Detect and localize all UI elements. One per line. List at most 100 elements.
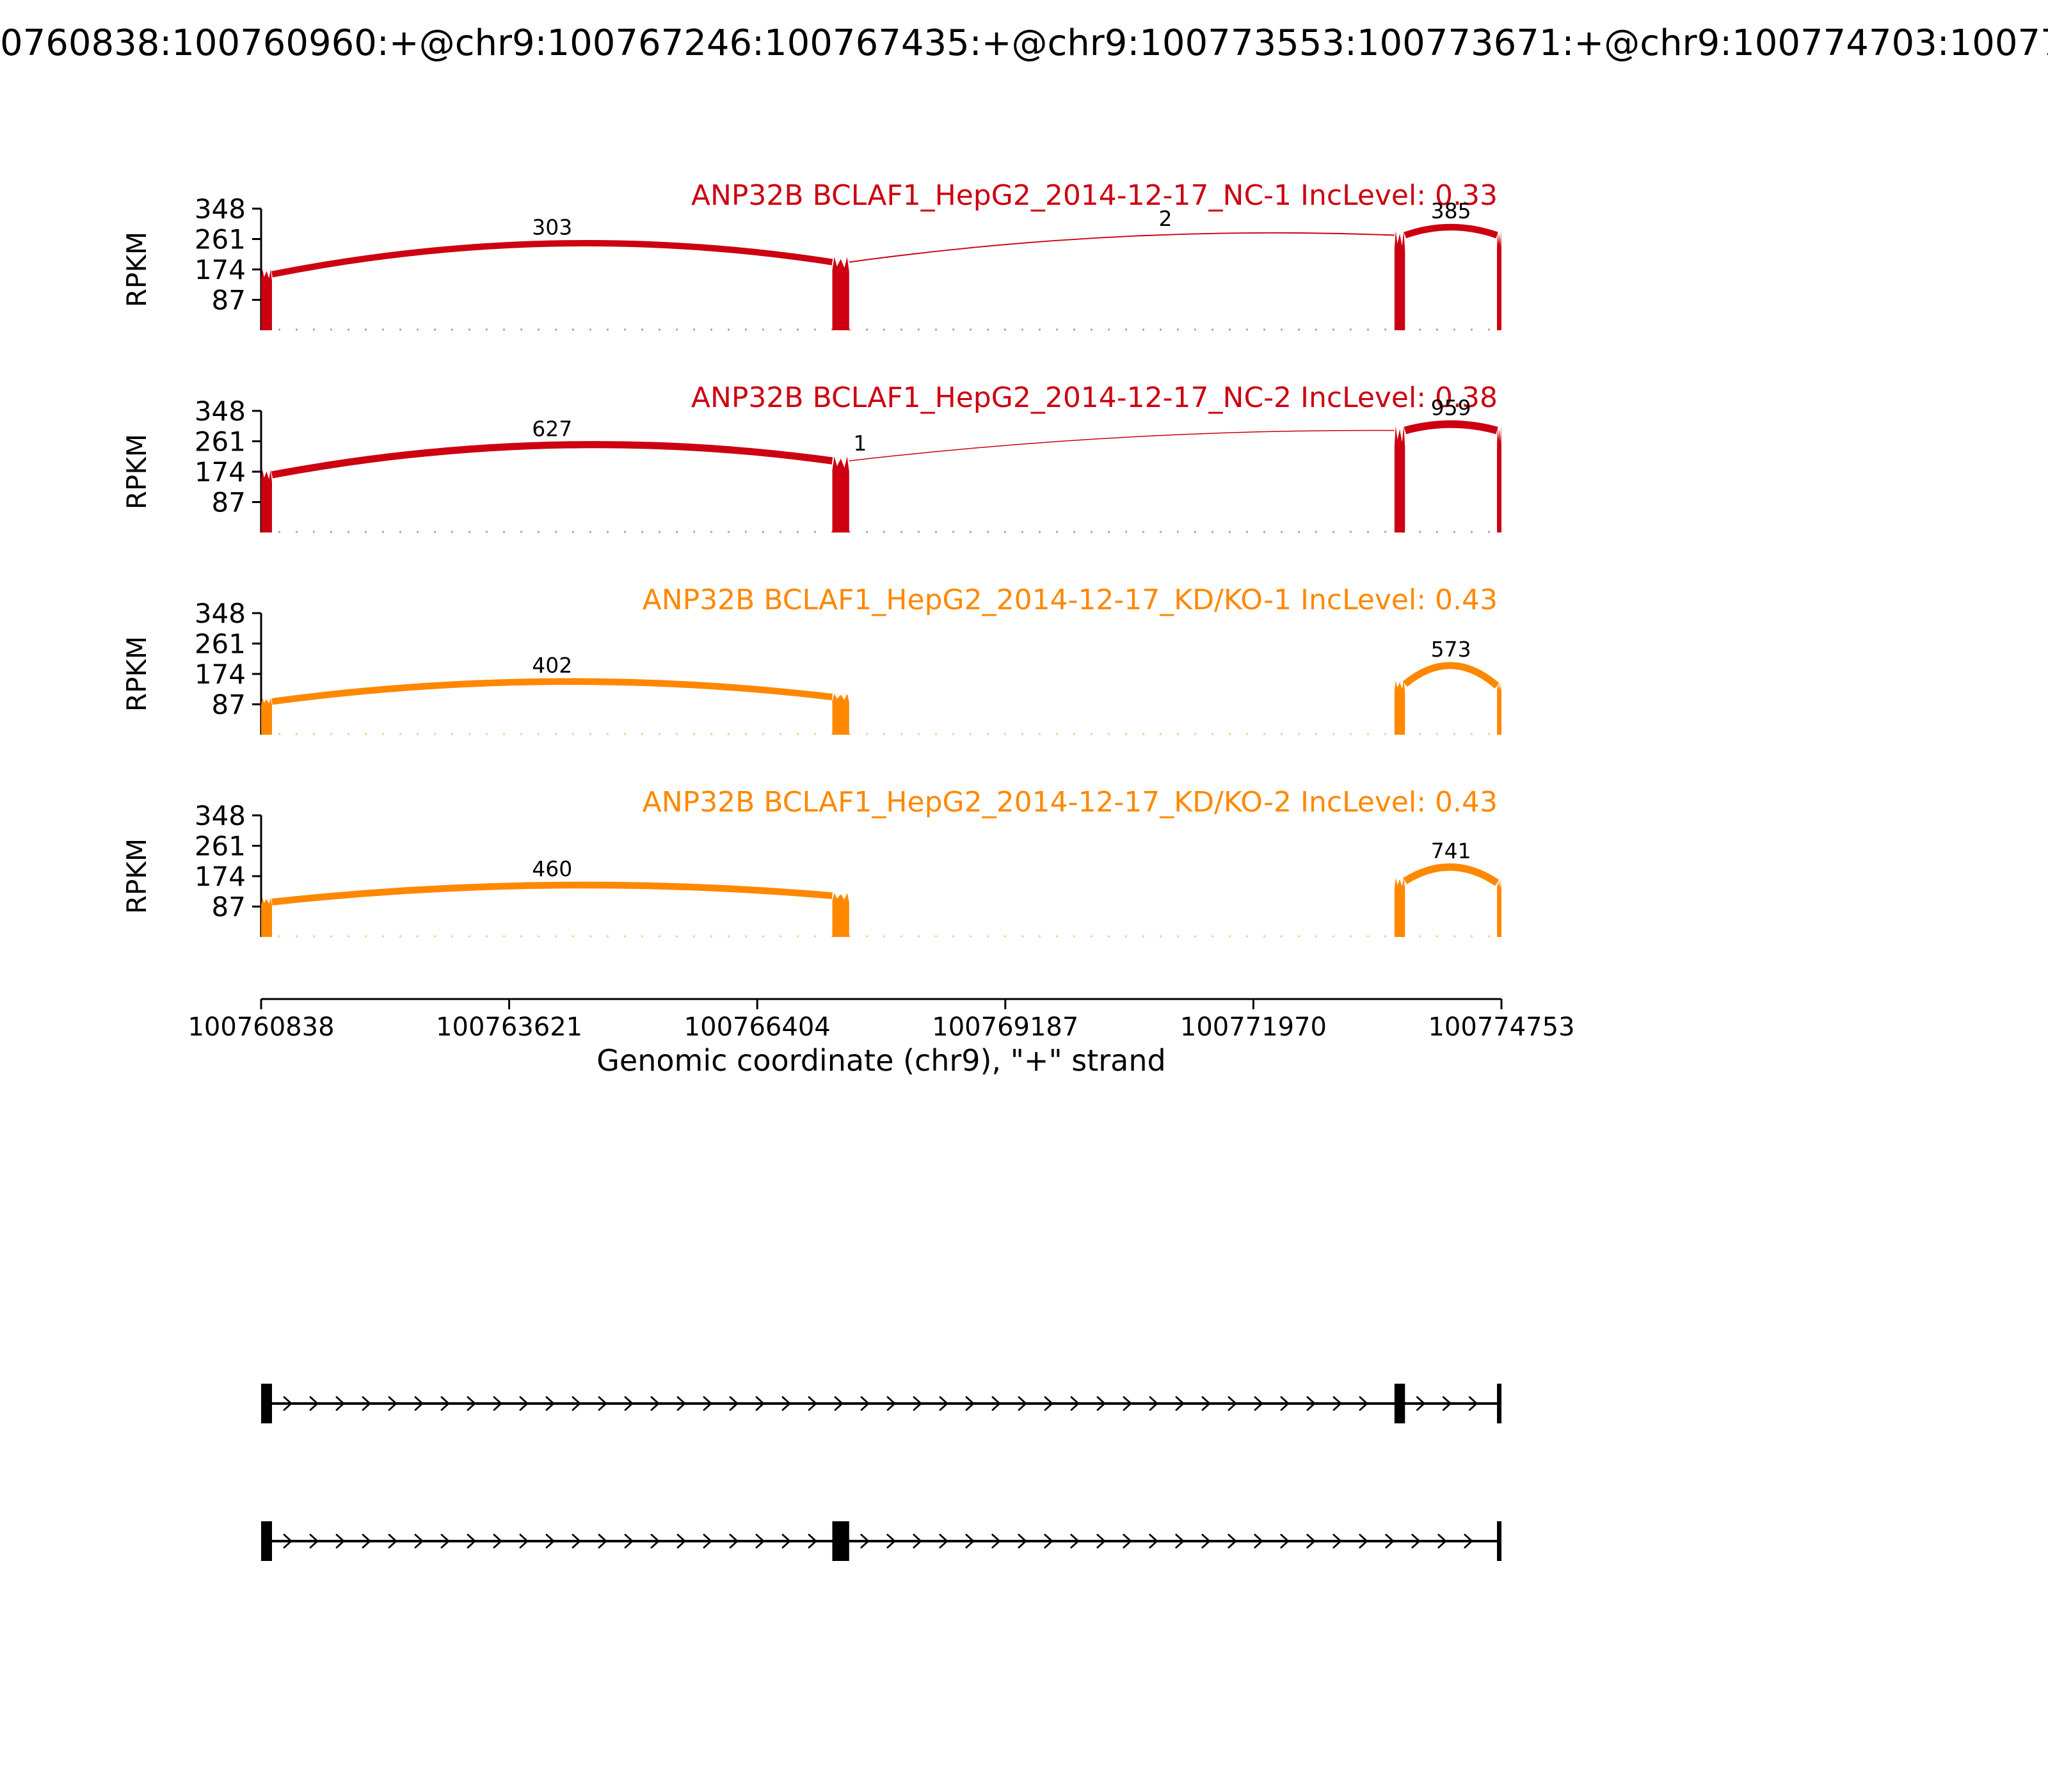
track-title: ANP32B BCLAF1_HepG2_2014-12-17_NC-1 IncL… bbox=[691, 179, 1498, 212]
intron-strand-arrow bbox=[362, 1533, 372, 1549]
y-axis-title: RPKM bbox=[121, 232, 152, 307]
intron-strand-arrow bbox=[1149, 1396, 1159, 1411]
track-title: ANP32B BCLAF1_HepG2_2014-12-17_KD/KO-1 I… bbox=[643, 584, 1498, 616]
coverage-region bbox=[261, 269, 272, 330]
y-tick-label: 174 bbox=[195, 254, 246, 285]
intron-strand-arrow bbox=[624, 1533, 634, 1549]
intron-strand-arrow bbox=[860, 1396, 870, 1411]
intron-strand-arrow bbox=[676, 1533, 687, 1549]
exon-box bbox=[832, 1521, 849, 1561]
coverage-region bbox=[832, 257, 849, 330]
y-tick-label: 87 bbox=[212, 892, 246, 923]
intron-strand-arrow bbox=[1175, 1396, 1185, 1411]
y-tick-label: 174 bbox=[195, 659, 246, 690]
intron-strand-arrow bbox=[493, 1533, 503, 1549]
track-KD/KO-1: ANP32B BCLAF1_HepG2_2014-12-17_KD/KO-1 I… bbox=[121, 584, 1502, 735]
intron-strand-arrow bbox=[886, 1396, 897, 1411]
intron-strand-arrow bbox=[886, 1533, 896, 1549]
intron-strand-arrow bbox=[1385, 1533, 1395, 1549]
track-title: ANP32B BCLAF1_HepG2_2014-12-17_NC-2 IncL… bbox=[691, 381, 1498, 414]
intron-strand-arrow bbox=[781, 1396, 792, 1411]
y-tick-label: 348 bbox=[195, 396, 246, 427]
intron-strand-arrow bbox=[1044, 1533, 1053, 1549]
junction-count-label: 303 bbox=[532, 215, 572, 240]
intron-strand-arrow bbox=[335, 1396, 346, 1411]
track-NC-1: ANP32B BCLAF1_HepG2_2014-12-17_NC-1 IncL… bbox=[121, 179, 1502, 331]
intron-strand-arrow bbox=[1228, 1533, 1237, 1549]
intron-strand-arrow bbox=[991, 1396, 1002, 1411]
isoform-1 bbox=[261, 1384, 1502, 1423]
junction-arc bbox=[849, 429, 1395, 461]
y-tick-label: 348 bbox=[195, 193, 246, 225]
coverage-region bbox=[1497, 426, 1502, 532]
exon-box bbox=[1497, 1384, 1502, 1423]
intron-strand-arrow bbox=[1149, 1533, 1158, 1549]
junction-count-label: 385 bbox=[1431, 198, 1471, 223]
intron-strand-arrow bbox=[703, 1533, 713, 1549]
intron-strand-arrow bbox=[598, 1533, 608, 1549]
x-tick-label: 100763621 bbox=[436, 1012, 582, 1042]
intron-strand-arrow bbox=[1018, 1533, 1027, 1549]
intron-strand-arrow bbox=[1175, 1533, 1185, 1549]
intron-strand-arrow bbox=[388, 1533, 398, 1549]
junction-count-label: 741 bbox=[1431, 838, 1471, 863]
intron-strand-arrow bbox=[965, 1396, 975, 1411]
intron-strand-arrow bbox=[1018, 1396, 1028, 1411]
intron-strand-arrow bbox=[572, 1533, 582, 1549]
intron-strand-arrow bbox=[1096, 1396, 1107, 1411]
intron-strand-arrow bbox=[834, 1396, 844, 1411]
intron-strand-arrow bbox=[913, 1533, 922, 1549]
y-tick-label: 261 bbox=[195, 426, 246, 458]
intron-strand-arrow bbox=[414, 1533, 424, 1549]
coverage-region bbox=[1497, 879, 1502, 937]
intron-strand-arrow bbox=[309, 1533, 319, 1549]
coverage-region bbox=[1394, 680, 1405, 735]
intron-strand-arrow bbox=[808, 1533, 818, 1549]
intron-strand-arrow bbox=[1123, 1533, 1132, 1549]
intron-strand-arrow bbox=[1359, 1396, 1369, 1411]
intron-strand-arrow bbox=[939, 1533, 948, 1549]
intron-strand-arrow bbox=[388, 1396, 398, 1411]
junction-arc bbox=[849, 232, 1395, 263]
intron-strand-arrow bbox=[650, 1533, 660, 1549]
intron-strand-arrow bbox=[913, 1396, 923, 1411]
intron-strand-arrow bbox=[1280, 1533, 1290, 1549]
intron-strand-arrow bbox=[860, 1533, 870, 1549]
intron-strand-arrow bbox=[1123, 1396, 1133, 1411]
intron-strand-arrow bbox=[965, 1533, 975, 1549]
x-axis: 100760838 100763621 100766404 100769187 1007… bbox=[188, 998, 1575, 1078]
intron-strand-arrow bbox=[1468, 1396, 1478, 1411]
intron-strand-arrow bbox=[781, 1533, 792, 1549]
intron-strand-arrow bbox=[519, 1533, 529, 1549]
exon-box bbox=[1394, 1384, 1405, 1423]
intron-strand-arrow bbox=[309, 1396, 319, 1411]
coverage-region bbox=[261, 469, 272, 532]
junction-arc bbox=[271, 240, 833, 278]
y-tick-label: 87 bbox=[212, 487, 246, 518]
intron-strand-arrow bbox=[650, 1396, 660, 1411]
y-axis-title: RPKM bbox=[121, 838, 152, 914]
coverage-region bbox=[1497, 682, 1502, 735]
intron-strand-arrow bbox=[1044, 1396, 1054, 1411]
intron-strand-arrow bbox=[1442, 1396, 1452, 1411]
x-tick-label: 100760838 bbox=[188, 1012, 334, 1042]
intron-strand-arrow bbox=[729, 1533, 739, 1549]
y-tick-label: 174 bbox=[195, 456, 246, 488]
junction-arc bbox=[271, 441, 833, 479]
intron-strand-arrow bbox=[283, 1396, 293, 1411]
coverage-region bbox=[832, 456, 849, 532]
intron-strand-arrow bbox=[1416, 1396, 1426, 1411]
intron-strand-arrow bbox=[755, 1396, 765, 1411]
isoform-2 bbox=[261, 1521, 1502, 1561]
junction-arc bbox=[1404, 223, 1498, 239]
intron-strand-arrow bbox=[676, 1396, 687, 1411]
intron-strand-arrow bbox=[1464, 1533, 1473, 1549]
intron-strand-arrow bbox=[572, 1396, 582, 1411]
track-title: ANP32B BCLAF1_HepG2_2014-12-17_KD/KO-2 I… bbox=[643, 786, 1498, 819]
junction-count-label: 2 bbox=[1158, 206, 1172, 231]
junction-arc bbox=[1404, 420, 1498, 435]
x-tick-label: 100774753 bbox=[1428, 1012, 1574, 1042]
junction-count-label: 460 bbox=[532, 856, 572, 881]
intron-strand-arrow bbox=[493, 1396, 503, 1411]
